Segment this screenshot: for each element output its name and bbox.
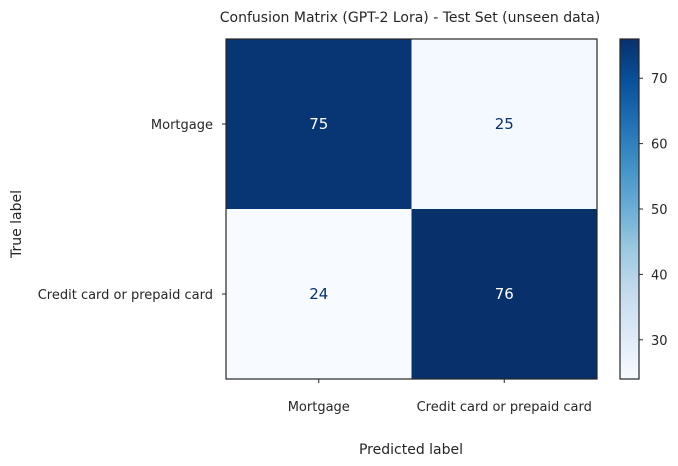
cell-value-label: 75 [309,115,328,133]
cell-value-label: 25 [495,115,514,133]
chart-title: Confusion Matrix (GPT-2 Lora) - Test Set… [220,10,600,26]
x-tick-label: Mortgage [288,400,350,415]
colorbar-ticks: 30 40 50 60 70 [639,72,668,349]
y-tick-label: Credit card or prepaid card [38,288,213,303]
matrix-frame [225,38,598,380]
x-axis-label: Predicted label [359,442,463,458]
colorbar [619,38,640,380]
heatmap-cell [226,209,412,379]
colorbar-tick-label: 70 [651,72,668,87]
x-axis-ticks: Mortgage Credit card or prepaid card [288,379,592,415]
cell-value-label: 76 [495,285,514,303]
colorbar-tick-label: 60 [651,138,668,153]
colorbar-tick-label: 50 [651,203,668,218]
y-tick-label: Mortgage [151,118,213,133]
colorbar-tick-label: 40 [651,268,668,283]
heatmap-cell [411,39,597,209]
y-axis-ticks: Mortgage Credit card or prepaid card [38,118,226,303]
heatmap-cell [226,39,412,209]
cell-value-label: 24 [309,285,328,303]
y-axis-label: True label [9,190,25,259]
heatmap-cell [411,209,597,379]
heatmap-cells [226,39,597,379]
colorbar-tick-label: 30 [651,334,668,349]
heatmap-cell-labels: 75 25 24 76 [309,115,514,303]
x-tick-label: Credit card or prepaid card [417,400,592,415]
